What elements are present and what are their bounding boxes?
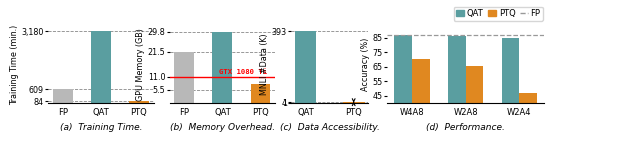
Bar	[343, 102, 365, 103]
Bar	[502, 38, 519, 147]
Bar	[448, 36, 466, 147]
Y-axis label: Accuracy (%): Accuracy (%)	[361, 38, 370, 91]
Bar	[91, 31, 111, 103]
Bar	[129, 101, 149, 103]
Text: GTX 1080 Ti: GTX 1080 Ti	[220, 69, 268, 75]
Bar	[466, 66, 483, 147]
Bar	[251, 84, 271, 103]
Legend: QAT, PTQ, FP: QAT, PTQ, FP	[454, 7, 543, 21]
Y-axis label: Training Time (min.): Training Time (min.)	[10, 25, 19, 105]
Bar	[519, 93, 537, 147]
Y-axis label: MNLI #Data (K): MNLI #Data (K)	[260, 34, 269, 96]
Bar	[212, 32, 232, 103]
Text: (b)  Memory Overhead.: (b) Memory Overhead.	[170, 123, 275, 132]
Bar	[175, 52, 194, 103]
Bar	[53, 89, 72, 103]
Bar	[294, 31, 316, 103]
Text: (d)  Performance.: (d) Performance.	[426, 123, 505, 132]
Text: (c)  Data Accessibility.: (c) Data Accessibility.	[280, 123, 380, 132]
Y-axis label: GPU Memory (GB): GPU Memory (GB)	[136, 28, 145, 101]
Bar	[394, 35, 412, 147]
Bar	[412, 59, 429, 147]
Text: (a)  Training Time.: (a) Training Time.	[60, 123, 142, 132]
